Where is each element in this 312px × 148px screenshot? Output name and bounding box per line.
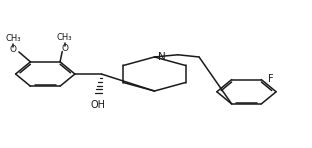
Text: CH₃: CH₃: [57, 33, 72, 42]
Text: F: F: [268, 74, 274, 84]
Text: CH₃: CH₃: [6, 34, 21, 43]
Text: O: O: [10, 45, 17, 54]
Text: N: N: [158, 52, 166, 62]
Text: O: O: [61, 44, 68, 53]
Text: OH: OH: [91, 100, 106, 110]
